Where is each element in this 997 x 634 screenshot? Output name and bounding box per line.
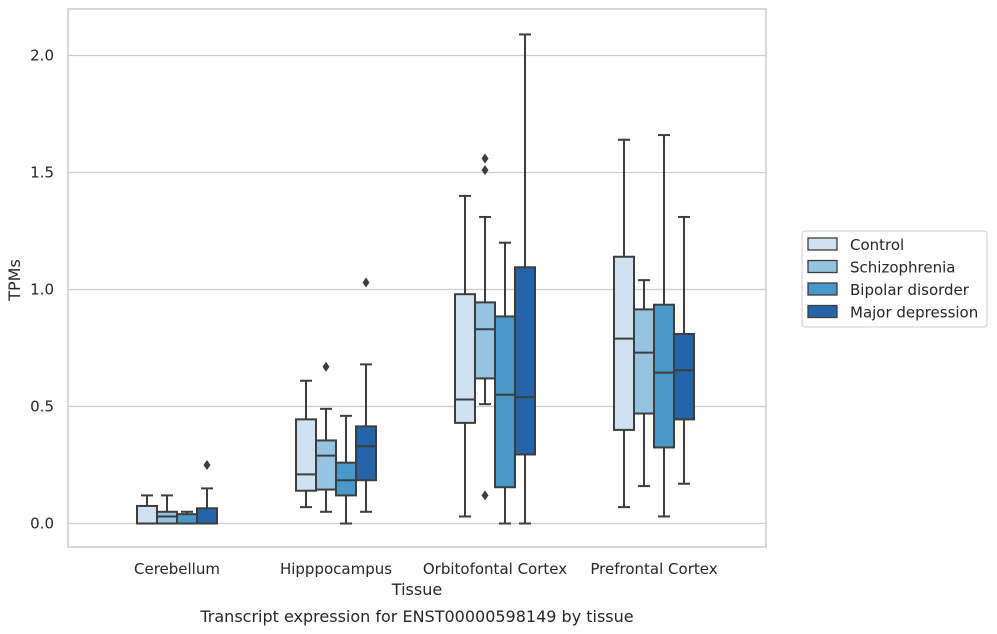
legend-swatch xyxy=(807,282,838,296)
legend-swatch xyxy=(807,259,838,274)
box-major-depression xyxy=(673,215,695,485)
x-tick-labels: Cerebellum Hipppocampus Orbitofontal Corte… xyxy=(134,560,718,578)
box-body xyxy=(613,255,635,431)
box-body xyxy=(454,293,476,424)
legend-label: Control xyxy=(850,236,904,254)
box-major-depression xyxy=(196,460,218,525)
box-body xyxy=(355,425,377,482)
x-tick-label: Orbitofontal Cortex xyxy=(423,560,567,578)
legend-label: Bipolar disorder xyxy=(850,281,970,299)
outlier-point xyxy=(322,361,330,372)
chart-caption: Transcript expression for ENST0000059814… xyxy=(199,607,633,626)
box-major-depression xyxy=(514,33,536,525)
box-schizophrenia xyxy=(633,279,655,488)
outlier-point xyxy=(481,490,489,501)
y-tick-label: 1.0 xyxy=(30,281,54,299)
box-body xyxy=(295,418,317,492)
box-body xyxy=(494,315,516,489)
legend-label: Major depression xyxy=(850,304,978,322)
box-body xyxy=(196,507,218,525)
box-schizophrenia xyxy=(315,361,337,513)
plot-frame xyxy=(67,8,767,548)
box-body xyxy=(335,461,357,497)
box-control xyxy=(454,194,476,518)
legend-frame xyxy=(801,230,988,328)
legend-swatch xyxy=(807,304,838,319)
legend-label: Schizophrenia xyxy=(850,259,955,277)
box-body xyxy=(673,332,695,421)
x-tick-label: Cerebellum xyxy=(134,560,220,578)
y-tick-label: 0.5 xyxy=(30,398,54,416)
box-body xyxy=(474,301,496,380)
box-control xyxy=(136,494,158,525)
box-body xyxy=(653,303,675,449)
outlier-point xyxy=(481,165,489,176)
box-body xyxy=(156,510,178,525)
x-tick-label: Prefrontal Cortex xyxy=(590,560,717,578)
box-body xyxy=(176,513,198,525)
box-bipolar-disorder xyxy=(335,414,357,525)
outlier-point xyxy=(203,460,211,470)
y-tick-label: 0.0 xyxy=(30,515,54,533)
outlier-point xyxy=(481,153,489,164)
box-bipolar-disorder xyxy=(176,510,198,525)
y-tick-label: 1.5 xyxy=(30,164,54,182)
box-major-depression xyxy=(355,277,377,513)
box-body xyxy=(136,504,158,525)
outlier-point xyxy=(362,277,370,288)
box-group xyxy=(136,33,695,525)
box-body xyxy=(633,308,655,415)
box-body xyxy=(315,439,337,491)
x-axis-title: Tissue xyxy=(391,580,442,599)
legend-swatch xyxy=(807,237,838,251)
y-axis-title: TPMs xyxy=(5,259,24,302)
x-tick-label: Hipppocampus xyxy=(280,560,392,578)
box-body xyxy=(514,266,536,456)
y-tick-label: 2.0 xyxy=(30,47,54,65)
legend: Control Schizophrenia Bipolar disorder Majo… xyxy=(801,230,988,328)
y-tick-labels: 0.0 0.5 1.0 1.5 2.0 xyxy=(30,47,54,533)
